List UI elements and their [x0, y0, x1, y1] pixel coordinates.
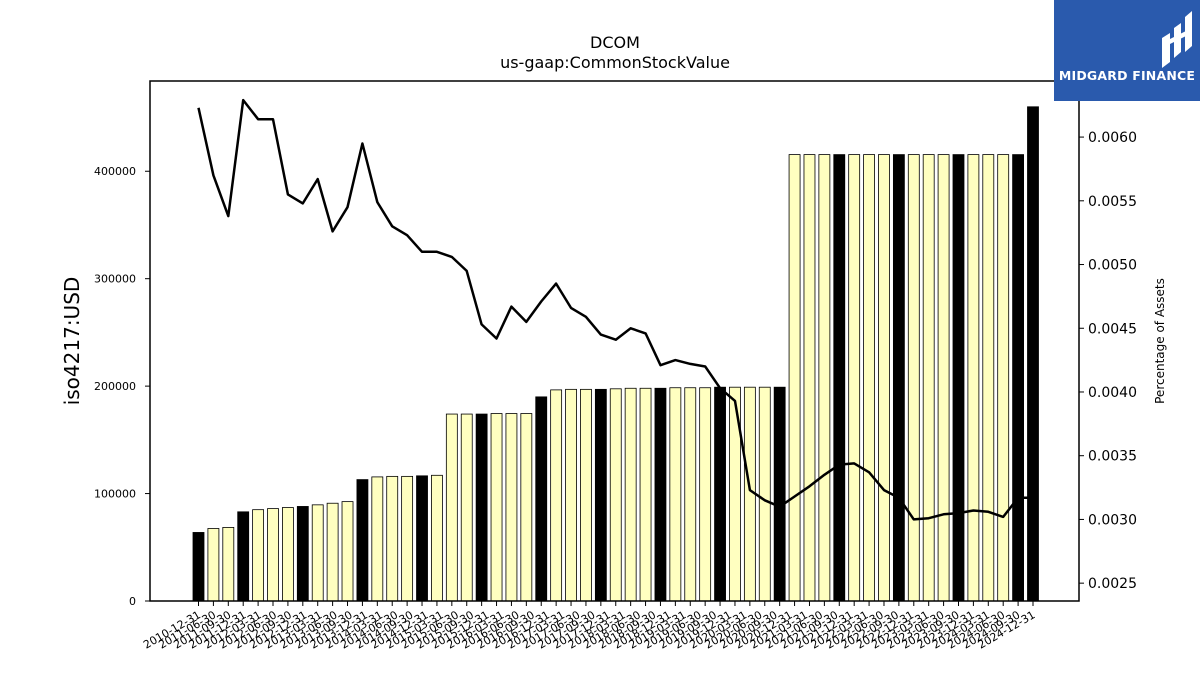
- bar-2012-06-30: [282, 507, 294, 602]
- bar-2022-06-30: [878, 154, 890, 602]
- bar-2014-06-30: [401, 475, 414, 602]
- bar-2020-09-30: [773, 386, 786, 602]
- bar-2023-12-31: [967, 154, 980, 602]
- bar-2018-12-31: [669, 387, 682, 602]
- bar-2015-09-30: [475, 413, 488, 602]
- bar-2020-06-30: [758, 386, 771, 602]
- bar-2022-09-30: [892, 154, 905, 602]
- bar-2022-12-31: [907, 154, 920, 602]
- line-layer: [197, 98, 1033, 521]
- bar-2023-03-31: [922, 154, 935, 602]
- bar-2015-03-31: [445, 413, 458, 602]
- bar-2015-06-30: [460, 413, 473, 602]
- bar-2013-09-30: [356, 479, 369, 602]
- bars-group: [192, 106, 1039, 602]
- y2-tick-label: 0.0035: [1088, 449, 1137, 465]
- bar-2014-03-31: [386, 475, 399, 602]
- bar-2022-03-31: [863, 154, 875, 602]
- bar-2014-12-31: [431, 474, 443, 602]
- y2-tick-label: 0.0040: [1088, 385, 1137, 401]
- y-tick-label: 400000: [94, 165, 136, 178]
- bar-2011-09-30: [237, 511, 250, 602]
- bar-2016-09-30: [535, 396, 548, 602]
- y2-tick-label: 0.0025: [1088, 576, 1137, 592]
- plot-frame: [149, 80, 1080, 602]
- bar-2024-06-30: [997, 154, 1010, 602]
- bar-2016-06-30: [520, 413, 533, 602]
- bar-2019-03-31: [684, 387, 697, 602]
- left-axis-ticks: 0 100000 200000 300000 400000: [94, 165, 150, 608]
- right-axis-ticks: 0.0025 0.0030 0.0035 0.0040 0.0045 0.0050 0.00…: [1079, 130, 1137, 592]
- x-axis-ticks: 2010-12-312011-06-302011-09-302011-12-31…: [141, 601, 1038, 652]
- bar-2013-12-31: [371, 476, 384, 602]
- bar-2021-09-30: [833, 154, 846, 602]
- bar-2018-03-31: [624, 387, 637, 602]
- bar-2018-06-30: [639, 387, 652, 602]
- bar-2011-03-31: [207, 528, 220, 602]
- y2-tick-label: 0.0045: [1088, 321, 1137, 337]
- bar-2013-03-31: [326, 502, 339, 602]
- bar-2021-06-30: [818, 154, 831, 602]
- bar-2017-03-31: [565, 388, 577, 602]
- y-tick-label: 0: [129, 595, 136, 608]
- pct-assets-line: [197, 98, 1033, 521]
- y2-axis-label: Percentage of Assets: [1153, 278, 1167, 404]
- chart-title: DCOM: [590, 33, 640, 52]
- bar-2012-09-30: [296, 506, 309, 602]
- bar-2024-12-31: [1027, 106, 1039, 602]
- bar-2017-06-30: [580, 388, 592, 602]
- bar-2024-03-31: [982, 154, 995, 602]
- bar-2021-03-31: [803, 154, 816, 602]
- bar-2019-09-30: [714, 386, 726, 602]
- bar-2011-12-31: [252, 509, 265, 602]
- bar-2016-12-31: [550, 389, 563, 602]
- midgard-finance-logo: MIDGARD FINANCE: [1054, 0, 1200, 101]
- bar-2021-12-31: [848, 154, 861, 602]
- y2-tick-label: 0.0055: [1088, 194, 1137, 210]
- bar-2023-09-30: [952, 154, 965, 602]
- y-tick-label: 100000: [94, 488, 136, 501]
- y2-tick-label: 0.0050: [1088, 258, 1137, 274]
- bar-2018-09-30: [654, 387, 667, 602]
- bar-2020-12-31: [788, 154, 801, 602]
- bar-2017-09-30: [594, 388, 607, 602]
- bar-2013-06-30: [341, 501, 354, 602]
- bar-2019-06-30: [699, 387, 712, 602]
- y2-tick-label: 0.0060: [1088, 130, 1137, 146]
- chart-subtitle: us-gaap:CommonStockValue: [500, 53, 730, 72]
- y-tick-label: 300000: [94, 273, 136, 286]
- bar-2010-12-31: [192, 532, 205, 602]
- bar-2024-09-30: [1012, 154, 1024, 602]
- logo-mark-icon: [1162, 11, 1192, 68]
- bar-2014-09-30: [416, 475, 428, 602]
- bar-2016-03-31: [505, 413, 518, 602]
- bar-2011-06-30: [222, 527, 235, 602]
- logo-text: MIDGARD FINANCE: [1058, 68, 1196, 83]
- y-tick-label: 200000: [94, 380, 136, 393]
- bar-2012-03-31: [267, 508, 279, 602]
- bar-2015-12-31: [490, 413, 503, 602]
- y2-tick-label: 0.0030: [1088, 512, 1137, 528]
- bar-2017-12-31: [609, 388, 622, 602]
- y-axis-label: iso4217:USD: [60, 277, 84, 406]
- bar-2012-12-31: [311, 504, 324, 602]
- bar-2023-06-30: [937, 154, 950, 602]
